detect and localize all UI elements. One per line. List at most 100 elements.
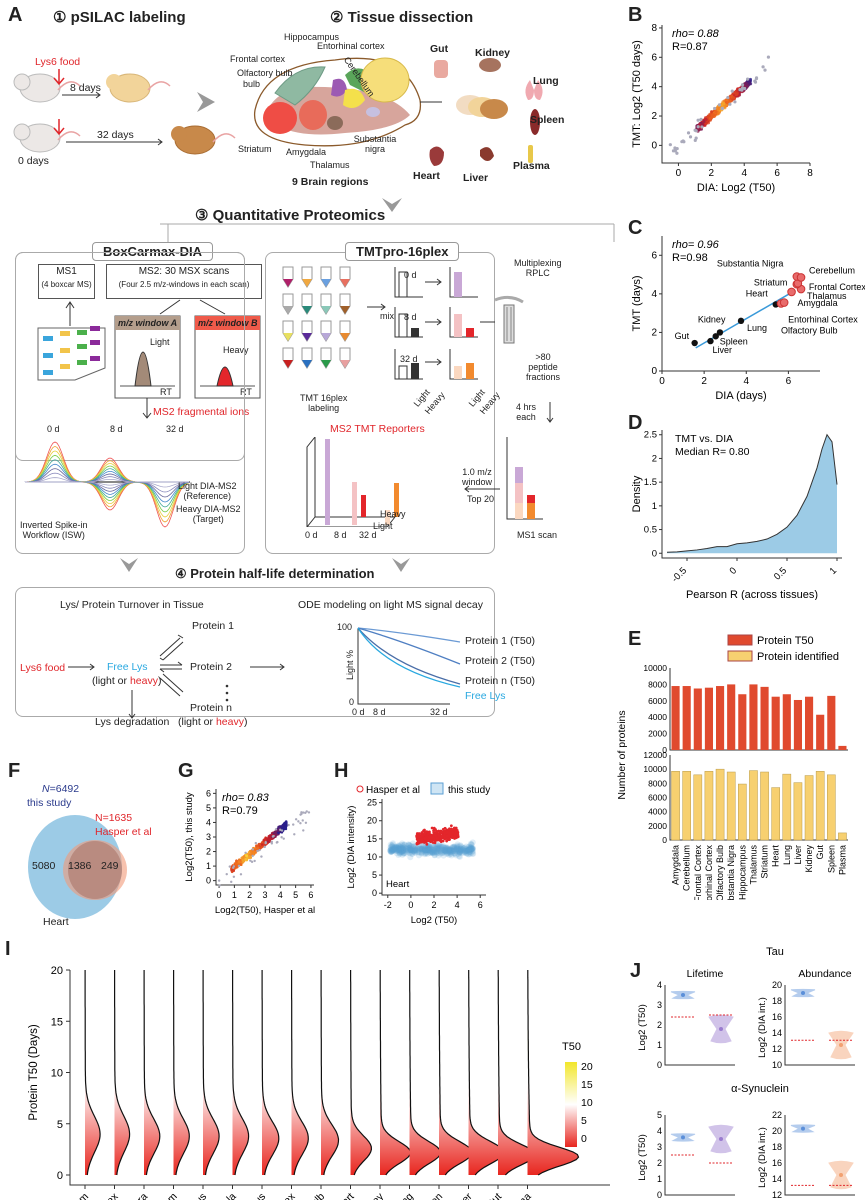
this-study-point: [432, 845, 439, 852]
median-point: [719, 1027, 723, 1031]
this-study-point: [444, 849, 451, 856]
this-study-point: [396, 845, 403, 852]
protein-1-label: Protein 1: [192, 620, 235, 632]
ridge-outline: [202, 970, 220, 1176]
this-study-point: [421, 846, 428, 853]
point-cerebellum: [796, 273, 806, 282]
tube-label-color: [340, 360, 350, 368]
x-tick-label: 2: [709, 168, 715, 179]
this-study-point: [415, 849, 422, 856]
brain-label: Striatum: [238, 144, 272, 154]
this-study-point: [394, 847, 401, 854]
bar-protein-identified: [738, 783, 747, 841]
y-tick-label: 3: [206, 832, 211, 842]
category-label: Hippocampus: [737, 845, 747, 900]
scatter-point: [225, 872, 228, 876]
bar-protein-t50: [749, 684, 758, 750]
scatter-point: [743, 86, 747, 91]
this-study-point: [447, 850, 454, 857]
arrow-down-icon: [546, 402, 554, 423]
ridge-fill-cerebellum: [85, 970, 101, 1175]
this-study-point: [407, 847, 414, 854]
bar-protein-identified: [804, 775, 814, 841]
this-study-point: [457, 846, 464, 853]
this-study-point: [454, 844, 461, 851]
this-study-point: [420, 846, 427, 853]
this-study-point: [456, 853, 463, 860]
this-study-point: [451, 850, 458, 857]
this-study-point: [390, 840, 397, 847]
ridge-fill-amygdala: [232, 970, 249, 1175]
bar-protein-t50: [838, 745, 847, 750]
this-study-point: [388, 846, 395, 853]
scatter-point: [700, 125, 704, 129]
step2-title: ② Tissue dissection: [330, 9, 474, 26]
lys6-food-label: Lys6 food: [20, 662, 66, 674]
ridge-outline: [84, 970, 101, 1176]
y-tick-label: 3: [657, 1000, 662, 1010]
this-study-point: [443, 846, 450, 853]
mouse-brown-icon: [171, 125, 236, 155]
this-study-point: [411, 846, 418, 853]
this-study-point: [407, 847, 414, 854]
ridge-outline: [232, 970, 250, 1176]
this-study-point: [412, 847, 419, 854]
this-study-point: [451, 843, 458, 850]
y-tick-label: 5: [657, 1110, 662, 1120]
day-label: 32 d: [400, 354, 418, 364]
scatter-point: [293, 833, 296, 836]
median-point: [839, 1173, 843, 1177]
this-study-point: [388, 848, 395, 855]
x-tick-label: 6: [478, 900, 483, 910]
point-label: Cerebellum: [809, 265, 855, 275]
colorbar-tick: 10: [581, 1097, 593, 1109]
density-line: [666, 433, 838, 553]
scatter-point: [228, 865, 231, 868]
turnover-arrows: [68, 634, 285, 719]
this-study-point: [436, 843, 443, 850]
scatter-point: [245, 854, 248, 857]
point-label: Liver: [712, 345, 732, 355]
category-label: Kidney: [355, 1190, 387, 1200]
chevron-down-icon: [382, 198, 402, 212]
brain-label: Thalamus: [310, 160, 350, 170]
step4-title: ④ Protein half-life determination: [175, 566, 375, 581]
hasper-point: [456, 832, 460, 836]
kidney-icon: [479, 58, 501, 72]
chevron-right-icon: [197, 92, 215, 112]
this-study-point: [404, 845, 411, 852]
scatter-point: [249, 850, 253, 853]
this-study-point: [395, 847, 402, 854]
this-study-point: [435, 847, 442, 854]
scatter-point: [761, 65, 765, 69]
this-study-point: [425, 847, 432, 854]
this-study-point: [400, 847, 407, 854]
this-study-point: [462, 846, 469, 853]
this-study-point: [427, 848, 434, 855]
this-study-point: [423, 845, 430, 852]
this-study-point: [457, 842, 464, 849]
y-tick-label: 1: [652, 501, 657, 512]
scatter-point: [720, 106, 724, 111]
this-study-point: [449, 843, 456, 850]
this-study-point: [418, 849, 425, 856]
this-study-point: [430, 845, 437, 852]
scatter-point: [281, 824, 284, 827]
this-study-point: [408, 845, 415, 852]
axes: [784, 1115, 855, 1196]
this-study-point: [396, 844, 403, 851]
median-point: [719, 1137, 723, 1141]
this-study-point: [457, 845, 464, 852]
tube-label-color: [283, 333, 293, 341]
category-label: Liver: [450, 1190, 475, 1200]
scatter-point: [281, 827, 285, 830]
this-study-point: [435, 850, 442, 857]
this-study-point: [405, 847, 412, 854]
this-study-point: [426, 844, 433, 851]
scatter-point: [254, 848, 257, 851]
y-tick-label: 8000: [648, 679, 667, 689]
organ-label: Kidney: [475, 47, 511, 59]
this-study-point: [389, 843, 396, 850]
colorbar-title: T50: [562, 1041, 581, 1053]
this-study-point: [400, 846, 407, 853]
